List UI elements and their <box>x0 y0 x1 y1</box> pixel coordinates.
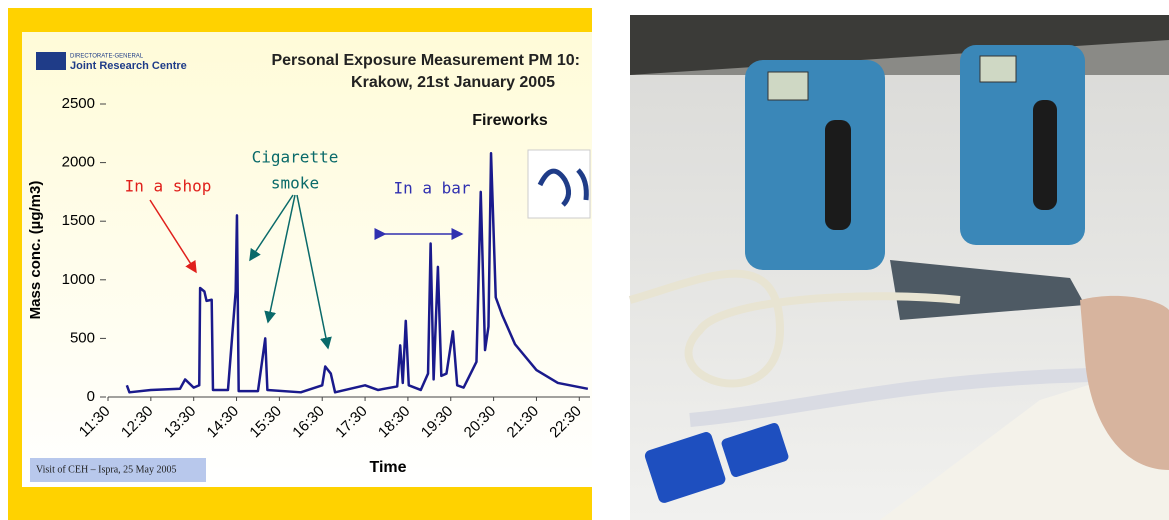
x-axis-label: Time <box>369 459 406 476</box>
footer: Visit of CEH – Ispra, 25 May 2005 <box>36 464 177 475</box>
pump-display <box>979 55 1017 83</box>
footer-box <box>30 458 206 482</box>
annotation: In a bar <box>393 179 470 198</box>
pump-device <box>960 45 1085 245</box>
logo-flag <box>36 52 66 70</box>
pump-device <box>745 60 885 270</box>
battery-pack <box>890 260 1085 320</box>
annotation: In a shop <box>125 177 212 196</box>
y-axis-label: Mass conc. (µg/m3) <box>27 181 44 320</box>
y-tick-label: 500 <box>70 329 95 346</box>
hand <box>1080 295 1169 470</box>
y-tick-label: 2500 <box>62 95 95 112</box>
arrow <box>249 194 294 262</box>
org-name: Joint Research Centre <box>70 60 187 72</box>
pump-display <box>767 71 809 101</box>
tube <box>628 269 961 388</box>
vga-plug <box>721 423 789 477</box>
chart-title: Personal Exposure Measurement PM 10: <box>271 52 580 69</box>
y-tick-label: 0 <box>87 388 95 405</box>
institute-badge <box>527 149 591 219</box>
arrow <box>149 199 197 274</box>
org-line: DIRECTORATE-GENERAL <box>70 54 144 60</box>
slide <box>22 32 592 487</box>
data-line <box>125 151 589 394</box>
pump-socket <box>1033 100 1057 210</box>
vga-plug <box>644 432 726 503</box>
arrow <box>296 194 332 350</box>
cable <box>689 368 1091 427</box>
annotation: smoke <box>271 174 319 193</box>
institute-logo <box>537 168 589 207</box>
chart-subtitle: Krakow, 21st January 2005 <box>351 74 555 91</box>
pump-socket <box>825 120 851 230</box>
arrow <box>264 194 296 324</box>
annotation: Fireworks <box>472 112 548 129</box>
annotation: Cigarette <box>252 148 339 167</box>
y-tick-label: 2000 <box>62 154 95 171</box>
y-tick-label: 1000 <box>62 271 95 288</box>
y-tick-label: 1500 <box>62 212 95 229</box>
